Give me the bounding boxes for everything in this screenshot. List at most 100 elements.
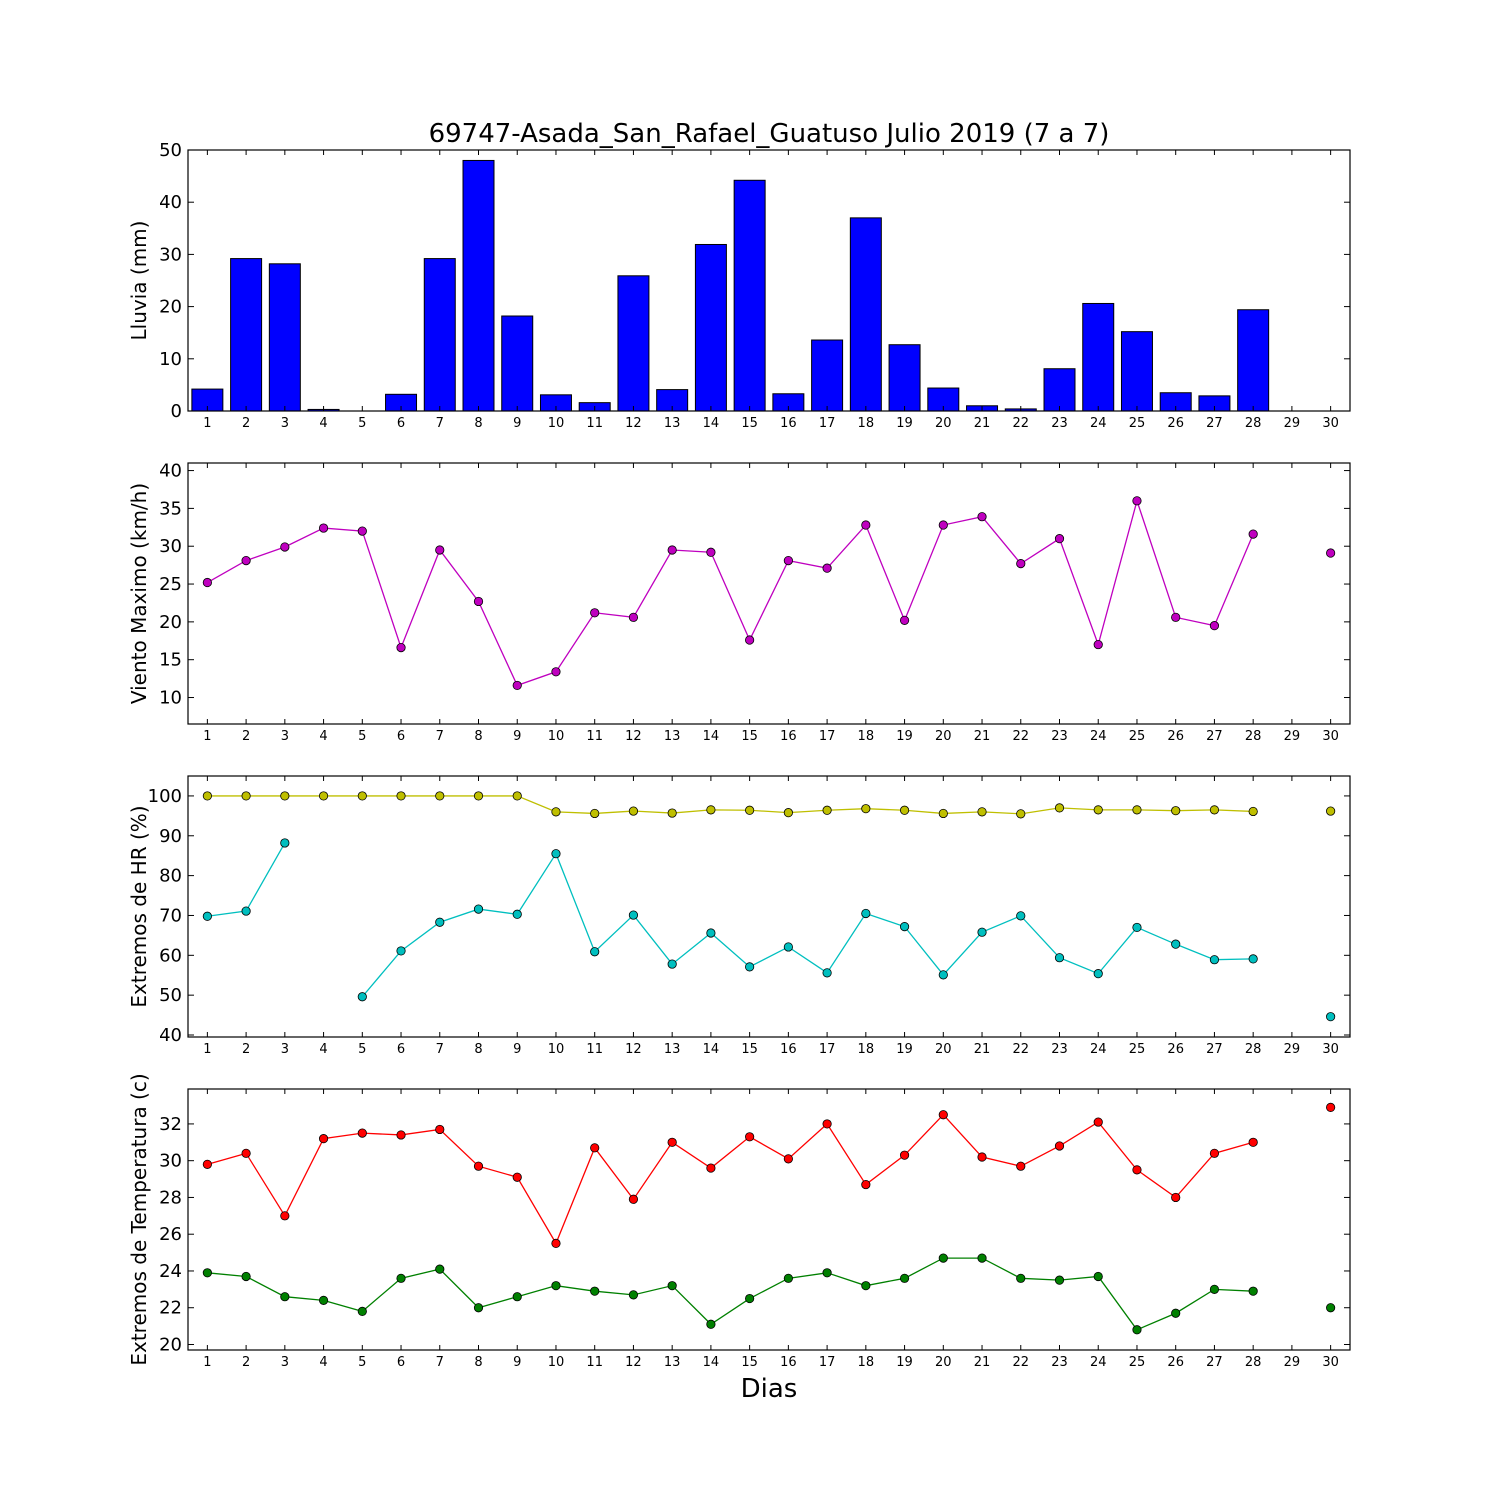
x-tick-label: 10 bbox=[548, 729, 565, 744]
x-tick-label: 27 bbox=[1206, 729, 1223, 744]
series-temp-min bbox=[202, 1253, 1336, 1335]
x-tick-label: 17 bbox=[819, 416, 836, 431]
point-wind-max-day-27 bbox=[1209, 621, 1220, 631]
point-hr-min-day-17 bbox=[822, 968, 832, 978]
x-tick-label: 20 bbox=[935, 416, 952, 431]
x-tick-label: 29 bbox=[1284, 729, 1301, 744]
y-tick-label: 20 bbox=[159, 612, 182, 633]
point-hr-max-day-18 bbox=[861, 804, 871, 814]
y-tick-label: 24 bbox=[159, 1261, 182, 1282]
point-hr-max-day-2 bbox=[241, 791, 251, 801]
x-tick-label: 15 bbox=[741, 729, 758, 744]
y-tick-label: 20 bbox=[159, 1334, 182, 1355]
point-hr-min-day-16 bbox=[783, 942, 793, 952]
x-tick-label: 19 bbox=[896, 416, 913, 431]
y-tick-label: 22 bbox=[159, 1298, 182, 1319]
x-tick-label: 4 bbox=[319, 416, 327, 431]
x-tick-label: 4 bbox=[319, 1355, 327, 1370]
point-temp-max-day-21 bbox=[977, 1152, 987, 1162]
x-tick-label: 27 bbox=[1206, 416, 1223, 431]
point-temp-max-day-4 bbox=[318, 1134, 329, 1144]
bar-day-3 bbox=[268, 263, 301, 412]
point-temp-max-day-20 bbox=[938, 1110, 948, 1120]
x-tick-label: 20 bbox=[935, 1042, 952, 1057]
point-wind-max-day-3 bbox=[280, 542, 290, 552]
y-tick-label: 20 bbox=[159, 297, 182, 318]
bar-day-18 bbox=[849, 217, 882, 412]
axes-frame bbox=[187, 1088, 1351, 1351]
point-hr-max-day-19 bbox=[899, 805, 910, 815]
point-hr-max-day-26 bbox=[1171, 806, 1181, 816]
point-hr-max-day-15 bbox=[745, 805, 755, 815]
x-tick-label: 10 bbox=[548, 1355, 565, 1370]
point-hr-max-day-13 bbox=[667, 808, 677, 818]
series-line-hr-min bbox=[361, 852, 1254, 998]
point-temp-max-day-26 bbox=[1171, 1192, 1181, 1203]
point-wind-max-day-4 bbox=[318, 523, 329, 533]
x-tick-label: 28 bbox=[1245, 729, 1262, 744]
y-tick-label: 28 bbox=[159, 1187, 182, 1208]
x-tick-label: 13 bbox=[664, 416, 681, 431]
x-tick-label: 12 bbox=[625, 1042, 642, 1057]
point-hr-max-day-17 bbox=[822, 805, 832, 815]
x-tick-label: 21 bbox=[974, 416, 991, 431]
x-tick-label: 14 bbox=[703, 729, 720, 744]
point-hr-min-day-24 bbox=[1093, 969, 1103, 979]
series-hr-min bbox=[202, 838, 1336, 1022]
x-tick-label: 8 bbox=[474, 1355, 482, 1370]
point-temp-max-day-3 bbox=[280, 1211, 290, 1221]
point-hr-max-day-5 bbox=[357, 791, 367, 801]
x-tick-label: 4 bbox=[319, 1042, 327, 1057]
x-tick-label: 25 bbox=[1129, 729, 1146, 744]
x-tick-label: 7 bbox=[436, 729, 444, 744]
point-temp-min-day-3 bbox=[280, 1292, 290, 1302]
series-line-hr-max bbox=[207, 795, 1254, 815]
point-temp-max-day-30 bbox=[1326, 1102, 1336, 1112]
x-tick-label: 3 bbox=[281, 416, 289, 431]
y-tick-label: 10 bbox=[159, 349, 182, 370]
point-wind-max-day-16 bbox=[783, 555, 793, 566]
y-tick-label: 0 bbox=[171, 401, 182, 422]
point-hr-max-day-20 bbox=[938, 808, 948, 819]
bar-day-25 bbox=[1120, 331, 1153, 412]
series-hr-max bbox=[202, 791, 1336, 819]
x-tick-label: 29 bbox=[1284, 1042, 1301, 1057]
point-hr-max-day-16 bbox=[783, 808, 793, 818]
y-tick-label: 60 bbox=[159, 945, 182, 966]
x-tick-label: 16 bbox=[780, 1355, 797, 1370]
point-temp-max-day-8 bbox=[473, 1161, 484, 1171]
x-tick-label: 26 bbox=[1167, 416, 1184, 431]
point-hr-max-day-3 bbox=[280, 791, 290, 801]
point-wind-max-day-25 bbox=[1132, 496, 1142, 506]
x-tick-label: 9 bbox=[513, 729, 521, 744]
bar-day-28 bbox=[1237, 309, 1270, 412]
panel-humidity: 1 2 3 4 5 6 7 8 9 10 11 12 13 14 15 16 17 18 19 20 21 22 23 24 2… bbox=[127, 775, 1351, 1057]
point-temp-max-day-10 bbox=[551, 1238, 561, 1248]
x-tick-label: 18 bbox=[858, 416, 875, 431]
x-tick-label: 29 bbox=[1284, 1355, 1301, 1370]
x-tick-label: 24 bbox=[1090, 1042, 1107, 1057]
y-axis-label-humidity: Extremos de HR (%) bbox=[127, 805, 151, 1007]
point-hr-min-day-11 bbox=[590, 947, 600, 957]
point-temp-max-day-24 bbox=[1093, 1117, 1103, 1127]
point-hr-min-day-23 bbox=[1054, 953, 1065, 963]
point-wind-max-day-15 bbox=[745, 635, 755, 645]
point-temp-max-day-1 bbox=[202, 1159, 212, 1169]
x-tick-label: 17 bbox=[819, 1355, 836, 1370]
x-tick-label: 5 bbox=[358, 1355, 366, 1370]
x-tick-label: 30 bbox=[1322, 416, 1339, 431]
point-wind-max-day-7 bbox=[435, 545, 445, 555]
point-hr-min-day-30 bbox=[1326, 1012, 1336, 1022]
x-tick-label: 23 bbox=[1051, 1042, 1068, 1057]
point-temp-max-day-14 bbox=[706, 1163, 716, 1173]
x-tick-label: 24 bbox=[1090, 416, 1107, 431]
x-tick-label: 7 bbox=[436, 1042, 444, 1057]
point-wind-max-day-5 bbox=[357, 526, 367, 536]
axes-frame bbox=[187, 462, 1351, 725]
point-wind-max-day-22 bbox=[1016, 559, 1026, 569]
series-wind-max bbox=[202, 496, 1336, 691]
point-wind-max-day-10 bbox=[551, 667, 561, 677]
y-tick-label: 25 bbox=[159, 574, 182, 595]
point-hr-min-day-9 bbox=[512, 909, 522, 919]
x-tick-label: 3 bbox=[281, 1355, 289, 1370]
